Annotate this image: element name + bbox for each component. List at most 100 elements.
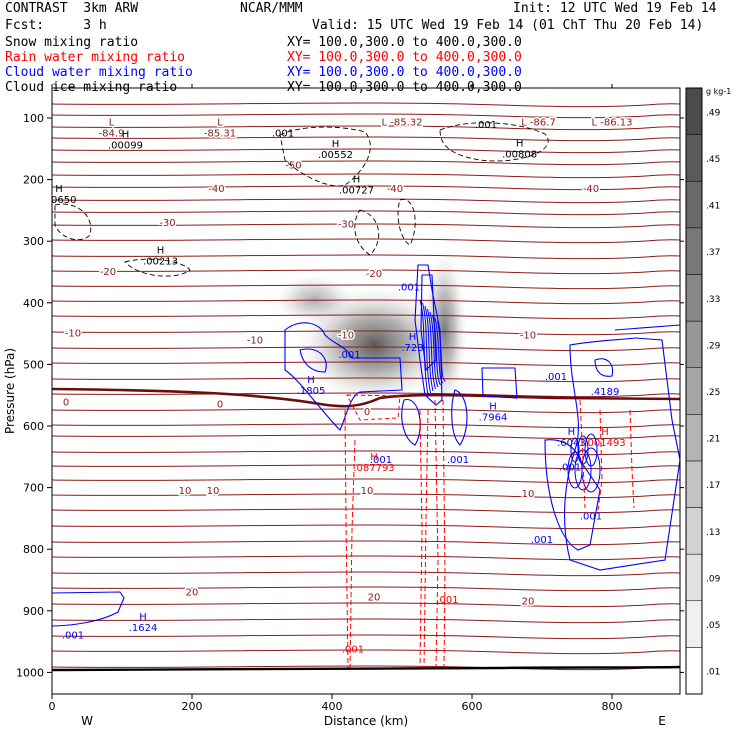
isotherm-line xyxy=(52,160,680,166)
colorbar-bin xyxy=(685,553,703,602)
isotherm-label: -40 xyxy=(208,184,224,195)
isotherm-label: -30 xyxy=(159,218,175,229)
isotherm-line xyxy=(52,434,680,440)
cloud-water-label: .001 xyxy=(580,512,602,523)
cloud-water-contour xyxy=(481,367,518,399)
isotherm-line xyxy=(52,586,680,592)
header-valid: Valid: 15 UTC Wed 19 Feb 14 (01 ChT Thu … xyxy=(312,18,704,33)
cloud-water-contour xyxy=(424,305,434,392)
isotherm-label: L -86.13 xyxy=(592,117,633,128)
isotherm-label: 10 xyxy=(179,486,192,497)
cloud-water-label: .001 xyxy=(531,535,553,546)
header-org: NCAR/MMM xyxy=(240,1,303,16)
y-tick-label: 300 xyxy=(23,235,44,248)
isotherm-label: L -85.31 xyxy=(204,117,236,139)
snow-shading xyxy=(422,249,467,410)
colorbar-bin xyxy=(685,180,703,229)
cloud-water-contour xyxy=(401,399,421,446)
isotherm-label: L -85.32 xyxy=(382,117,423,128)
rain-contour xyxy=(579,399,586,509)
rain-label: .001 xyxy=(436,595,458,606)
isotherm-line xyxy=(52,254,680,260)
cloud-ice-label: .001 xyxy=(272,128,294,139)
colorbar-label: .09 xyxy=(706,574,721,584)
isotherm-line xyxy=(52,185,680,191)
colorbar-label: .41 xyxy=(706,202,720,212)
cloud-water-contour xyxy=(581,447,601,493)
isotherm-label: L -86.7 xyxy=(521,117,556,128)
colorbar-bin xyxy=(685,227,703,275)
isotherm-line xyxy=(52,602,680,608)
isotherm-label: 10 xyxy=(361,486,374,497)
cloud-water-label: H .1624 xyxy=(129,612,158,634)
isotherm-label: 20 xyxy=(186,587,199,598)
isotherm-line xyxy=(52,198,680,204)
cloud-water-label: .001 xyxy=(559,462,581,473)
isotherm-label: 0 xyxy=(217,400,223,411)
isotherm-line xyxy=(52,361,680,367)
colorbar-label: .25 xyxy=(706,388,720,398)
rain-contour xyxy=(597,409,603,511)
colorbar-label: .13 xyxy=(706,528,720,538)
zero-isotherm xyxy=(52,387,680,408)
isotherm-line xyxy=(52,148,680,154)
isotherm-label: -50 xyxy=(285,161,301,172)
colorbar-bin xyxy=(685,507,703,555)
isotherm-line xyxy=(52,330,680,336)
isotherm-label: 20 xyxy=(368,592,381,603)
isotherm-line xyxy=(52,113,680,119)
x-tick-label: 600 xyxy=(462,700,483,713)
cloud-water-contour xyxy=(52,591,125,627)
cloud-water-contour xyxy=(429,311,439,388)
isotherm-line xyxy=(52,478,680,484)
cloud-water-label: .001 xyxy=(62,631,84,642)
isotherm-line xyxy=(52,210,680,216)
cloud-water-contour xyxy=(437,320,446,382)
y-tick-label: 1000 xyxy=(16,666,44,679)
isotherm-line xyxy=(52,284,680,290)
cloud-water-contour xyxy=(414,264,443,406)
cloud-ice-label: .001 xyxy=(475,120,497,131)
cloud-water-contour xyxy=(419,299,429,396)
isotherm-line xyxy=(52,102,680,108)
cloud-water-label: .001 xyxy=(545,372,567,383)
cloud-water-contour xyxy=(427,308,436,390)
cloud-water-label: .001 xyxy=(398,282,420,293)
colorbar-label: .33 xyxy=(706,295,720,305)
isotherm-line xyxy=(52,136,680,142)
rain-contour xyxy=(419,409,423,669)
cloud-water-label: H .723 xyxy=(401,332,423,354)
isotherm-line xyxy=(52,464,680,470)
cloud-water-contour xyxy=(422,302,431,394)
colorbar-bin xyxy=(685,414,703,462)
y-tick-label: 400 xyxy=(23,297,44,310)
isotherm-line xyxy=(52,634,680,640)
colorbar-frame xyxy=(685,87,703,695)
cloud-water-label: H .1805 xyxy=(297,375,326,397)
cloud-ice-contour xyxy=(124,258,191,277)
cloud-water-contour xyxy=(544,439,601,551)
y-tick-label: 900 xyxy=(23,605,44,618)
cloud-water-label: H .7964 xyxy=(479,401,508,423)
colorbar-bin xyxy=(685,87,703,135)
rain-contour xyxy=(344,409,349,669)
isotherm-label: 0 xyxy=(364,407,370,418)
cloud-ice-contour xyxy=(397,199,416,246)
isotherm-line xyxy=(52,618,680,624)
cloud-water-contour xyxy=(564,337,680,571)
isotherm-label: -10 xyxy=(65,329,81,340)
cloud-water-contour xyxy=(434,317,444,384)
y-axis-label: Pressure (hPa) xyxy=(3,348,17,434)
cloud-water-label: .001 xyxy=(447,455,469,466)
isotherm-line xyxy=(52,649,680,655)
colorbar-label: .29 xyxy=(706,341,721,351)
cloud-ice-label: H .00213 xyxy=(143,246,178,268)
field-snow-name: Snow mixing ratio xyxy=(5,35,139,50)
isotherm-line xyxy=(52,493,680,499)
rain-contour xyxy=(442,399,446,669)
colorbar-bin xyxy=(685,647,703,695)
cloud-water-label: .4189 xyxy=(591,387,620,398)
field-rain-xy: XY= 100.0,300.0 to 400.0,300.0 xyxy=(287,50,522,65)
cloud-ice-label: H .00650 xyxy=(42,184,77,206)
